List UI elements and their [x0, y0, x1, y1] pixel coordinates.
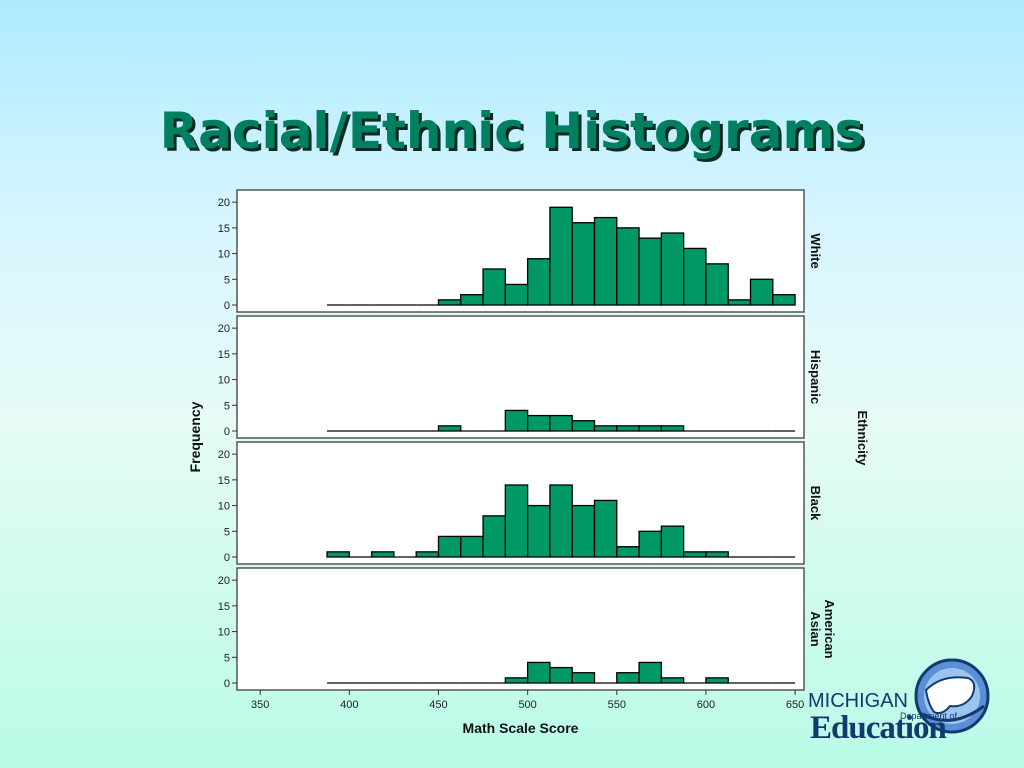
- histogram-bar: [705, 551, 729, 558]
- x-tick-label: 350: [251, 699, 269, 711]
- histogram-bar: [504, 409, 529, 432]
- y-tick-label: 10: [218, 627, 230, 639]
- y-axis-label: Frequency: [187, 401, 203, 472]
- y-tick-label: 20: [218, 197, 230, 209]
- logo-department-text: Department of: [900, 711, 958, 721]
- histogram-bar: [460, 294, 484, 306]
- histogram-bar: [660, 232, 685, 306]
- panel-label: Hispanic: [808, 350, 823, 404]
- histogram-bar: [705, 677, 729, 684]
- michigan-education-logo: MICHIGAN Department of Education: [808, 652, 998, 748]
- logo-michigan-text: MICHIGAN: [808, 690, 908, 712]
- histogram-bar: [437, 425, 462, 432]
- histogram-bar: [549, 484, 573, 558]
- histogram-bar: [571, 672, 596, 684]
- histogram-bar: [660, 677, 685, 684]
- y-tick-label: 0: [224, 552, 230, 564]
- panel-label: Asian: [808, 611, 823, 646]
- y-tick-label: 15: [218, 601, 230, 613]
- histogram-bar: [638, 530, 663, 558]
- y-tick-label: 20: [218, 449, 230, 461]
- histogram-bar: [616, 227, 640, 306]
- y-tick-label: 0: [224, 300, 230, 312]
- x-tick-label: 650: [786, 699, 804, 711]
- histogram-bar: [526, 661, 551, 684]
- y-tick-label: 10: [218, 501, 230, 513]
- x-tick-label: 450: [429, 699, 447, 711]
- logo-education-text: Education: [810, 710, 947, 746]
- histogram-bar: [571, 222, 596, 306]
- y-tick-label: 20: [218, 323, 230, 335]
- histogram-bar: [593, 499, 618, 558]
- y-tick-label: 5: [224, 652, 230, 664]
- y-tick-label: 15: [218, 223, 230, 235]
- y-tick-label: 5: [224, 274, 230, 286]
- histogram-bar: [616, 672, 640, 684]
- histogram-bar: [460, 535, 484, 558]
- facet-label: Ethnicity: [855, 411, 870, 467]
- x-tick-label: 550: [608, 699, 626, 711]
- histogram-bar: [660, 525, 685, 558]
- histogram-bar: [370, 551, 395, 558]
- y-tick-label: 10: [218, 249, 230, 261]
- histogram-bar: [705, 263, 729, 306]
- histogram-bar: [571, 504, 596, 558]
- histogram-bar: [526, 504, 551, 558]
- histogram-bar: [504, 677, 529, 684]
- histogram-bar: [682, 247, 707, 306]
- michigan-emblem-icon: [914, 658, 990, 734]
- histogram-bar: [504, 484, 529, 558]
- histogram-bar: [638, 661, 663, 684]
- histogram-bar: [437, 299, 462, 306]
- histogram-bar: [482, 515, 506, 558]
- x-axis-label: Math Scale Score: [463, 720, 579, 736]
- y-tick-label: 10: [218, 375, 230, 387]
- histogram-bar: [616, 546, 640, 558]
- histogram-bar: [549, 414, 573, 432]
- histogram-bar: [526, 258, 551, 306]
- histogram-bar: [660, 425, 685, 432]
- histogram-bar: [415, 551, 440, 558]
- panel-label: White: [808, 233, 823, 268]
- histogram-bar: [638, 237, 663, 306]
- histogram-bar: [772, 294, 796, 306]
- histogram-bar: [504, 283, 529, 306]
- y-tick-label: 20: [218, 575, 230, 587]
- panel-label: American: [822, 599, 837, 658]
- histogram-bar: [526, 414, 551, 432]
- histogram-bar: [749, 278, 774, 306]
- histogram-bar: [326, 551, 350, 558]
- histogram-bar: [682, 551, 707, 558]
- histogram-bar: [571, 420, 596, 432]
- panel-frame: [236, 567, 805, 691]
- y-tick-label: 5: [224, 526, 230, 538]
- histogram-bar: [727, 299, 752, 306]
- y-tick-label: 15: [218, 349, 230, 361]
- histogram-bar: [482, 268, 506, 306]
- y-tick-label: 15: [218, 475, 230, 487]
- histogram-bar: [638, 425, 663, 432]
- y-tick-label: 5: [224, 400, 230, 412]
- histogram-bar: [616, 425, 640, 432]
- x-tick-label: 500: [518, 699, 536, 711]
- x-tick-label: 400: [340, 699, 358, 711]
- histogram-bar: [437, 535, 462, 558]
- histogram-bar: [549, 206, 573, 306]
- x-tick-label: 600: [697, 699, 715, 711]
- y-tick-label: 0: [224, 678, 230, 690]
- histogram-bar: [593, 216, 618, 306]
- y-tick-label: 0: [224, 426, 230, 438]
- histogram-bar: [549, 666, 573, 684]
- panel-label: Black: [808, 486, 823, 521]
- histogram-bar: [593, 425, 618, 432]
- slide-title: Racial/Ethnic Histograms: [159, 102, 865, 160]
